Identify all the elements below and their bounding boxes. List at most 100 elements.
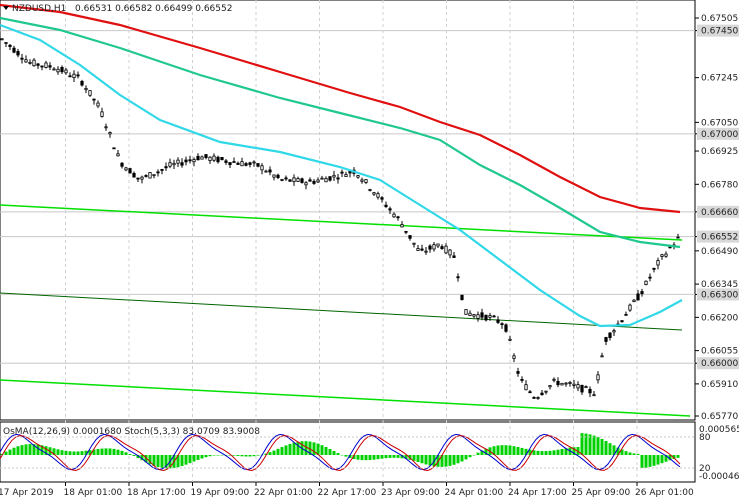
candle-body xyxy=(432,244,436,250)
dropdown-triangle-icon[interactable] xyxy=(3,6,9,10)
candle-body xyxy=(628,304,632,311)
candle-body xyxy=(312,180,316,184)
osma-bar xyxy=(24,444,28,455)
candle-body xyxy=(528,391,532,394)
candle-body xyxy=(456,276,460,279)
candle-body xyxy=(412,242,416,245)
candle-body xyxy=(40,65,44,68)
candle-body xyxy=(608,332,612,339)
osma-bar xyxy=(384,455,388,459)
osma-bar xyxy=(552,450,556,455)
candle-body xyxy=(620,320,624,323)
time-tick-label: 24 Apr 17:00 xyxy=(508,488,567,498)
candle-body xyxy=(280,179,284,181)
osma-bar xyxy=(192,455,196,462)
osma-bar xyxy=(340,454,344,456)
candle-body xyxy=(444,245,448,254)
osma-bar xyxy=(156,455,160,468)
ma-green-line xyxy=(0,16,681,249)
osma-bar xyxy=(536,450,540,455)
candle-body xyxy=(192,159,196,163)
candle-body xyxy=(636,293,640,301)
osma-bar xyxy=(616,447,620,455)
osma-bar xyxy=(624,451,628,455)
candle-body xyxy=(80,80,84,86)
candle-body xyxy=(300,178,304,183)
candle-body xyxy=(500,323,504,326)
osma-bar xyxy=(240,455,244,457)
candle-body xyxy=(612,330,616,333)
osma-bar xyxy=(412,455,416,461)
candle-body xyxy=(544,390,548,393)
osma-bar xyxy=(132,455,136,457)
osma-bar xyxy=(420,455,424,464)
time-tick-label: 19 Apr 09:00 xyxy=(191,488,250,498)
osma-bar xyxy=(316,443,320,455)
candle-body xyxy=(324,178,328,183)
candle-body xyxy=(56,68,60,73)
candle-body xyxy=(488,315,492,318)
indicator-tick-label: -0.000468 xyxy=(699,472,739,482)
osma-bar xyxy=(600,438,604,455)
osma-bar xyxy=(52,448,56,455)
osma-bar xyxy=(360,455,364,461)
candle-body xyxy=(216,156,220,163)
osma-bar xyxy=(636,453,640,455)
candle-body xyxy=(408,235,412,239)
osma-bar xyxy=(324,446,328,455)
candle-body xyxy=(120,162,124,167)
osma-bar xyxy=(448,455,452,466)
osma-bar xyxy=(388,455,392,458)
indicator-label: OsMA(12,26,9) 0.0001680 Stoch(5,3,3) 83.… xyxy=(3,427,260,437)
osma-bar xyxy=(248,455,252,457)
candle-body xyxy=(376,193,380,198)
candle-body xyxy=(228,162,232,166)
candle-body xyxy=(276,174,280,178)
time-tick-label: 24 Apr 01:00 xyxy=(445,488,504,498)
time-tick-label: 17 Apr 2019 xyxy=(0,488,54,498)
osma-bar xyxy=(504,445,508,455)
candle-body xyxy=(100,111,104,117)
osma-bar xyxy=(272,450,276,455)
osma-bar xyxy=(212,455,216,456)
candle-body xyxy=(60,66,64,73)
osma-bar xyxy=(256,455,260,456)
osma-bar xyxy=(104,448,108,455)
candle-body xyxy=(516,371,520,374)
candle-body xyxy=(372,192,376,195)
osma-bar xyxy=(188,455,192,464)
osma-bar xyxy=(480,450,484,455)
trend-lines[interactable] xyxy=(0,204,691,417)
candle-body xyxy=(244,163,248,166)
main-chart-panel[interactable] xyxy=(0,0,696,421)
osma-bar xyxy=(640,455,644,468)
osma-bar xyxy=(468,455,472,458)
candle-body xyxy=(88,90,92,96)
candle-body xyxy=(656,260,660,266)
osma-bar xyxy=(80,451,84,455)
osma-bar xyxy=(532,450,536,455)
osma-bar xyxy=(596,437,600,455)
osma-bar xyxy=(572,447,576,455)
osma-bar xyxy=(144,455,148,463)
osma-bar xyxy=(84,450,88,455)
candle-body xyxy=(524,384,528,391)
candle-body xyxy=(392,213,396,218)
candle-body xyxy=(588,388,592,394)
osma-bar xyxy=(148,455,152,465)
ma-cyan-line xyxy=(0,23,683,328)
candle-body xyxy=(536,397,540,399)
candle-body xyxy=(292,177,296,183)
candle-body xyxy=(132,172,136,178)
candle-body xyxy=(568,382,572,384)
candle-body xyxy=(136,177,140,180)
candle-body xyxy=(20,57,24,60)
time-tick-label: 22 Apr 17:00 xyxy=(318,488,377,498)
candle-body xyxy=(264,170,268,173)
candle-body xyxy=(560,382,564,386)
osma-bar xyxy=(460,455,464,462)
candle-body xyxy=(188,159,192,162)
osma-bar xyxy=(676,455,680,458)
